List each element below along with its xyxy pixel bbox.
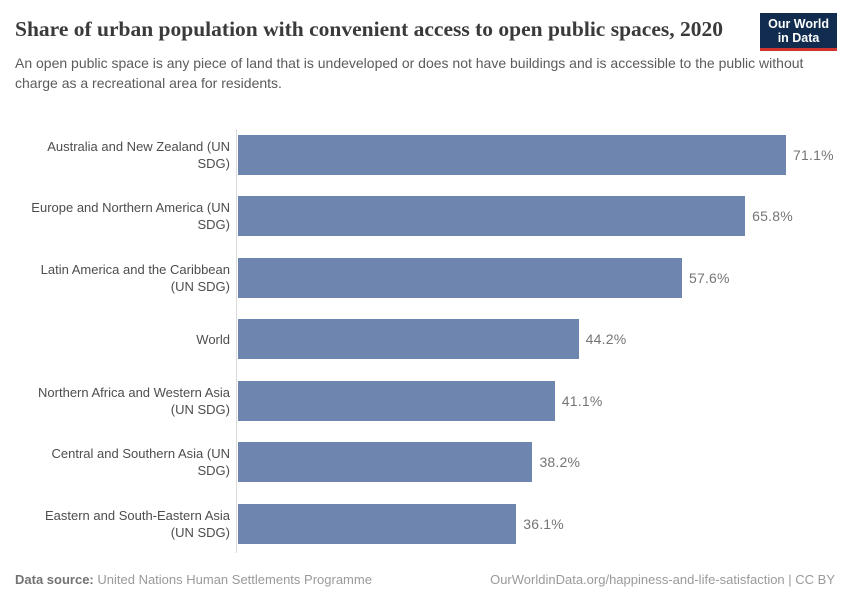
bar[interactable] [238,319,579,360]
bar-track: 57.6% [238,247,850,309]
bar[interactable] [238,134,787,175]
owid-logo-line2: in Data [777,31,820,45]
category-label: World [196,331,230,347]
bar[interactable] [238,442,533,483]
bar[interactable] [238,257,682,298]
bar-track: 65.8% [238,186,850,248]
value-label: 57.6% [688,269,730,286]
category-label: Central and Southern Asia (UN SDG) [51,446,230,479]
data-source-value: United Nations Human Settlements Program… [97,572,372,587]
category-label: Europe and Northern America (UN SDG) [31,200,230,233]
bar-row: Eastern and South-Eastern Asia (UN SDG) 3… [0,493,850,555]
license-link[interactable]: OurWorldinData.org/happiness-and-life-sa… [490,572,835,587]
bar-track: 44.2% [238,309,850,371]
bar[interactable] [238,503,517,544]
bar-row: Central and Southern Asia (UN SDG) 38.2% [0,432,850,494]
bar[interactable] [238,380,555,421]
category-label: Northern Africa and Western Asia (UN SDG… [38,384,230,417]
chart-subtitle: An open public space is any piece of lan… [15,55,804,91]
bar-chart: Australia and New Zealand (UN SDG) 71.1% E… [0,124,850,556]
value-label: 44.2% [585,331,627,348]
bar[interactable] [238,196,746,237]
bar-track: 71.1% [238,124,850,186]
category-label: Latin America and the Caribbean (UN SDG) [40,261,230,294]
bar-row: Europe and Northern America (UN SDG) 65.8… [0,186,850,248]
value-label: 65.8% [752,208,793,225]
value-label: 38.2% [539,454,581,471]
bar-row: Latin America and the Caribbean (UN SDG)… [0,247,850,309]
value-label: 36.1% [523,515,564,532]
bar-row: Northern Africa and Western Asia (UN SDG… [0,370,850,432]
value-label: 41.1% [561,392,603,409]
owid-logo[interactable]: Our World in Data [760,13,837,51]
bar-row: World 44.2% [0,309,850,371]
bar-track: 36.1% [238,493,850,555]
data-source-label: Data source: [15,572,94,587]
data-source: Data source: United Nations Human Settle… [15,572,372,587]
chart-title: Share of urban population with convenien… [15,17,723,41]
category-label: Australia and New Zealand (UN SDG) [47,138,230,171]
category-label: Eastern and South-Eastern Asia (UN SDG) [44,507,230,540]
chart-footer: Data source: United Nations Human Settle… [15,572,835,587]
value-label: 71.1% [793,146,834,163]
bar-track: 38.2% [238,432,850,494]
bar-track: 41.1% [238,370,850,432]
bar-row: Australia and New Zealand (UN SDG) 71.1% [0,124,850,186]
owid-logo-line1: Our World [768,17,829,31]
y-axis-line [236,129,237,553]
chart-header: Share of urban population with convenien… [0,0,850,93]
bar-rows: Australia and New Zealand (UN SDG) 71.1% E… [0,124,850,555]
